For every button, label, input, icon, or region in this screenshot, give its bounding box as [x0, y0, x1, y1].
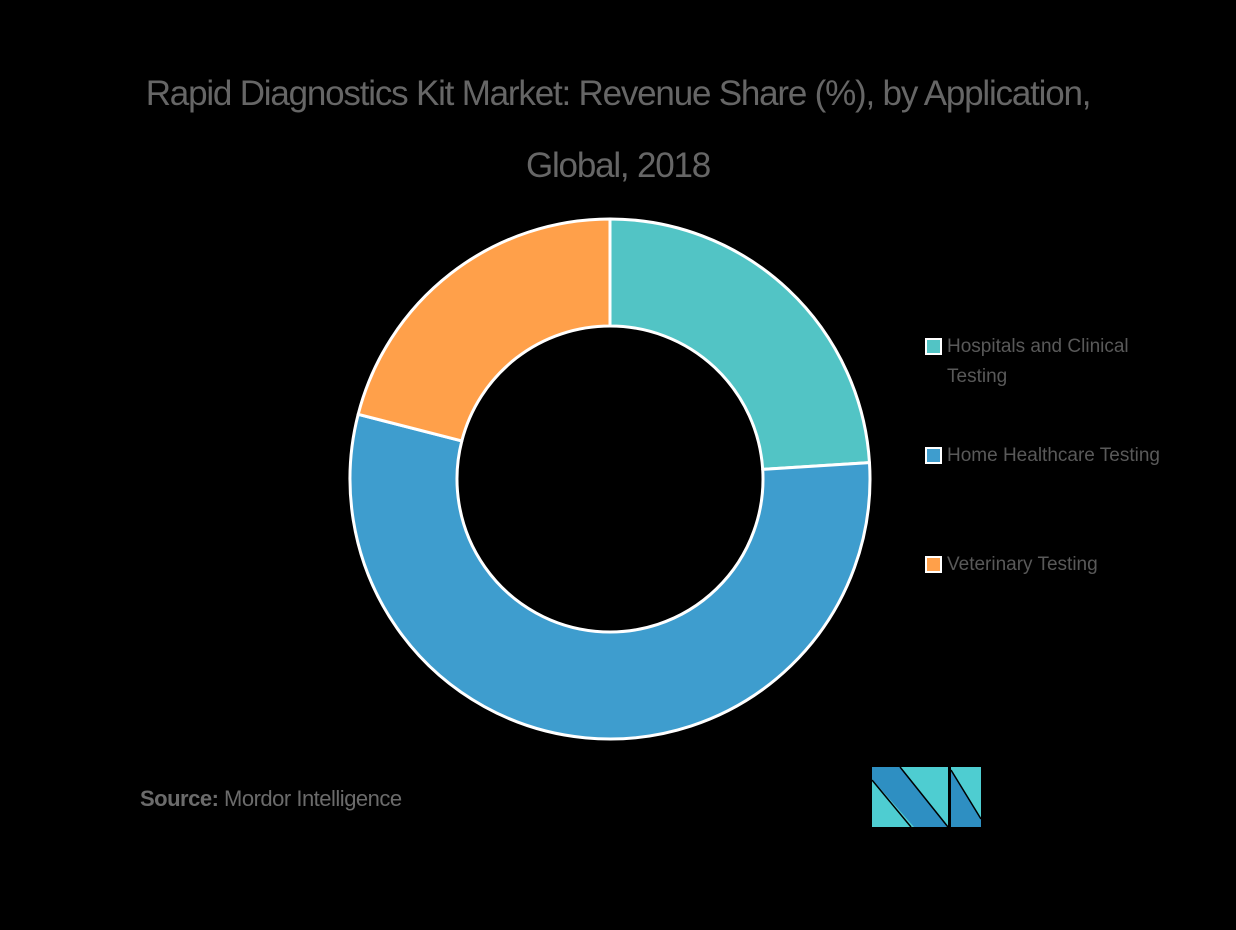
chart-title-line-1: Rapid Diagnostics Kit Market: Revenue Sh…: [145, 74, 1092, 113]
logo-right-triangle: [951, 771, 981, 827]
legend-swatch-orange-icon: [925, 556, 942, 573]
chart-title-line-2: Global, 2018: [525, 146, 711, 185]
legend-item-home-healthcare: Home Healthcare Testing: [925, 443, 1177, 471]
donut-segment-veterinary-testing: [356, 217, 612, 443]
legend-item-hospitals-clinical: Hospitals and Clinical Testing: [925, 334, 1177, 392]
legend-label: Home Healthcare Testing: [947, 445, 1160, 466]
legend-item-veterinary: Veterinary Testing: [925, 552, 1177, 580]
logo-left-diagonal: [872, 767, 948, 827]
legend-swatch-teal-icon: [925, 338, 942, 355]
mordor-intelligence-logo-icon: [871, 766, 982, 828]
donut-segment-hospitals-and-clinical-testing: [608, 217, 871, 471]
source-text: Mordor Intelligence: [218, 786, 402, 811]
legend-swatch-blue-icon: [925, 447, 942, 464]
source-prefix: Source:: [140, 786, 219, 811]
source-credit: Source: Mordor Intelligence: [140, 786, 402, 812]
legend-label: Veterinary Testing: [947, 554, 1098, 575]
legend-label: Hospitals and Clinical Testing: [947, 336, 1129, 387]
donut-segment-home-healthcare-testing: [348, 412, 872, 741]
